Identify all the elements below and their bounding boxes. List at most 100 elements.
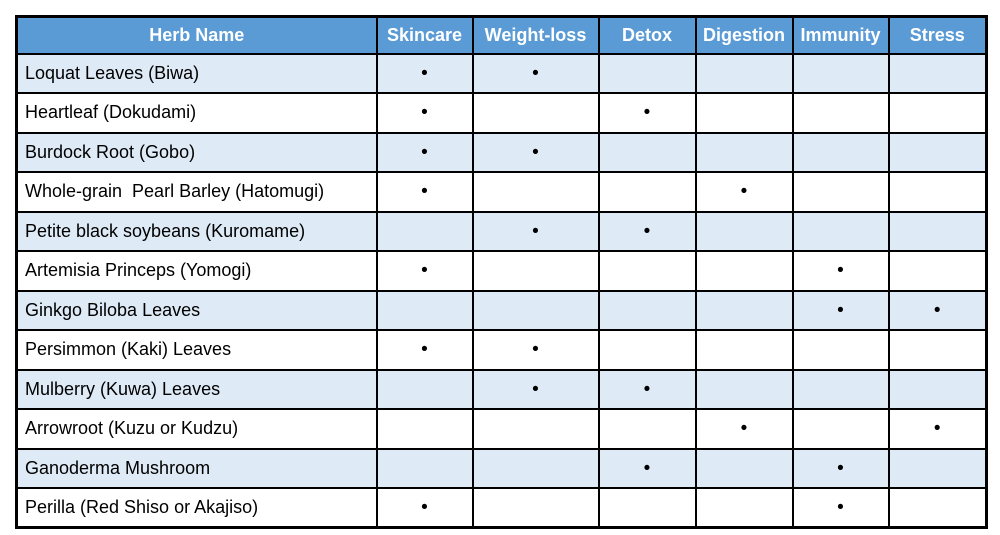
cell-skincare-dot: • [375, 131, 474, 173]
column-header-stress: Stress [887, 15, 988, 55]
cell-skincare-empty [375, 289, 474, 331]
cell-skincare-dot: • [375, 329, 474, 371]
cell-stress-dot: • [887, 289, 988, 331]
cell-digestion-empty [694, 52, 794, 94]
cell-detox-empty [597, 250, 697, 292]
herb-name-cell: Ganoderma Mushroom [15, 447, 378, 489]
cell-weight_loss-empty [471, 250, 600, 292]
herb-benefits-table: Herb Name Skincare Weight-loss Detox Digesti… [15, 15, 988, 529]
herb-name-cell: Whole-grain Pearl Barley (Hatomugi) [15, 171, 378, 213]
cell-weight_loss-empty [471, 487, 600, 529]
column-header-digestion: Digestion [694, 15, 794, 55]
cell-stress-empty [887, 447, 988, 489]
cell-skincare-empty [375, 408, 474, 450]
table-row: Persimmon (Kaki) Leaves • • [15, 329, 988, 371]
table-row: Petite black soybeans (Kuromame) • • [15, 210, 988, 252]
cell-weight_loss-dot: • [471, 329, 600, 371]
column-header-immunity: Immunity [791, 15, 890, 55]
cell-digestion-empty [694, 447, 794, 489]
herb-name-cell: Artemisia Princeps (Yomogi) [15, 250, 378, 292]
table-row: Burdock Root (Gobo) • • [15, 131, 988, 173]
cell-immunity-empty [791, 52, 890, 94]
cell-detox-empty [597, 487, 697, 529]
cell-immunity-dot: • [791, 250, 890, 292]
cell-stress-empty [887, 250, 988, 292]
herb-name-cell: Mulberry (Kuwa) Leaves [15, 368, 378, 410]
cell-digestion-empty [694, 250, 794, 292]
cell-immunity-empty [791, 408, 890, 450]
cell-digestion-empty [694, 210, 794, 252]
cell-immunity-dot: • [791, 289, 890, 331]
cell-weight_loss-empty [471, 447, 600, 489]
cell-detox-empty [597, 289, 697, 331]
cell-digestion-empty [694, 289, 794, 331]
cell-weight_loss-empty [471, 408, 600, 450]
cell-detox-empty [597, 329, 697, 371]
cell-weight_loss-empty [471, 171, 600, 213]
cell-detox-dot: • [597, 447, 697, 489]
cell-detox-empty [597, 131, 697, 173]
table-row: Perilla (Red Shiso or Akajiso) • • [15, 487, 988, 529]
cell-stress-empty [887, 131, 988, 173]
cell-immunity-empty [791, 92, 890, 134]
cell-detox-dot: • [597, 368, 697, 410]
cell-immunity-empty [791, 329, 890, 371]
cell-stress-empty [887, 92, 988, 134]
table-header: Herb Name Skincare Weight-loss Detox Digesti… [15, 15, 988, 55]
table-body: Loquat Leaves (Biwa) • • Heartleaf (Dokudam… [15, 52, 988, 529]
cell-digestion-empty [694, 368, 794, 410]
cell-digestion-empty [694, 131, 794, 173]
cell-stress-empty [887, 368, 988, 410]
cell-stress-dot: • [887, 408, 988, 450]
column-header-name: Herb Name [15, 15, 378, 55]
table-row: Mulberry (Kuwa) Leaves • • [15, 368, 988, 410]
cell-stress-empty [887, 329, 988, 371]
cell-stress-empty [887, 487, 988, 529]
cell-immunity-empty [791, 171, 890, 213]
cell-skincare-dot: • [375, 487, 474, 529]
herb-name-cell: Persimmon (Kaki) Leaves [15, 329, 378, 371]
table-row: Ginkgo Biloba Leaves • • [15, 289, 988, 331]
cell-weight_loss-dot: • [471, 52, 600, 94]
herb-name-cell: Heartleaf (Dokudami) [15, 92, 378, 134]
cell-skincare-dot: • [375, 52, 474, 94]
cell-detox-empty [597, 171, 697, 213]
herb-name-cell: Perilla (Red Shiso or Akajiso) [15, 487, 378, 529]
cell-detox-empty [597, 408, 697, 450]
cell-skincare-dot: • [375, 250, 474, 292]
header-row: Herb Name Skincare Weight-loss Detox Digesti… [15, 15, 988, 55]
table-row: Ganoderma Mushroom • • [15, 447, 988, 489]
herb-name-cell: Petite black soybeans (Kuromame) [15, 210, 378, 252]
herb-name-cell: Loquat Leaves (Biwa) [15, 52, 378, 94]
cell-digestion-empty [694, 487, 794, 529]
cell-immunity-empty [791, 368, 890, 410]
cell-skincare-empty [375, 447, 474, 489]
cell-immunity-dot: • [791, 487, 890, 529]
cell-skincare-dot: • [375, 171, 474, 213]
cell-skincare-dot: • [375, 92, 474, 134]
cell-weight_loss-empty [471, 289, 600, 331]
cell-digestion-dot: • [694, 408, 794, 450]
column-header-detox: Detox [597, 15, 697, 55]
cell-immunity-empty [791, 210, 890, 252]
table-row: Whole-grain Pearl Barley (Hatomugi) • • [15, 171, 988, 213]
cell-weight_loss-dot: • [471, 368, 600, 410]
cell-digestion-empty [694, 329, 794, 371]
table-row: Heartleaf (Dokudami) • • [15, 92, 988, 134]
cell-weight_loss-dot: • [471, 210, 600, 252]
cell-stress-empty [887, 210, 988, 252]
cell-detox-dot: • [597, 92, 697, 134]
cell-digestion-dot: • [694, 171, 794, 213]
cell-immunity-empty [791, 131, 890, 173]
herb-name-cell: Arrowroot (Kuzu or Kudzu) [15, 408, 378, 450]
cell-detox-empty [597, 52, 697, 94]
cell-skincare-empty [375, 210, 474, 252]
cell-detox-dot: • [597, 210, 697, 252]
cell-digestion-empty [694, 92, 794, 134]
herb-name-cell: Burdock Root (Gobo) [15, 131, 378, 173]
table-row: Artemisia Princeps (Yomogi) • • [15, 250, 988, 292]
cell-weight_loss-empty [471, 92, 600, 134]
column-header-skincare: Skincare [375, 15, 474, 55]
herb-name-cell: Ginkgo Biloba Leaves [15, 289, 378, 331]
